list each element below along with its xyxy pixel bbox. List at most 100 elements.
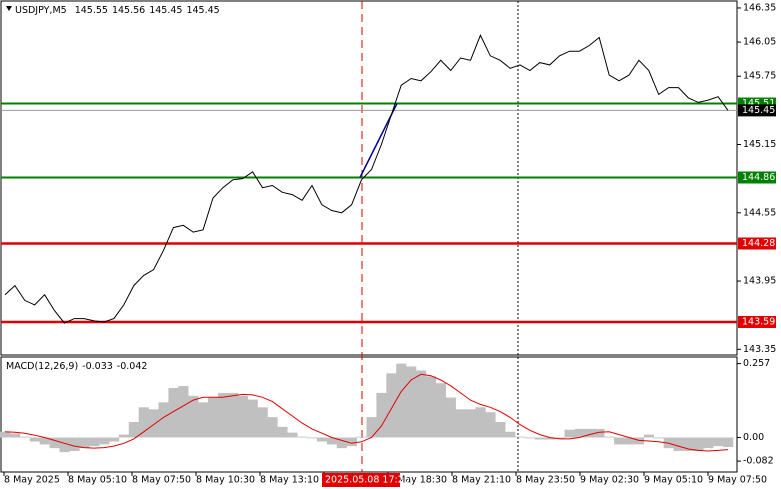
macd-bar: [49, 437, 60, 449]
macd-bar: [376, 392, 387, 438]
macd-bar: [346, 437, 357, 447]
x-tick-label: 8 May 10:30: [196, 475, 255, 486]
macd-bar: [336, 437, 347, 449]
macd-bar: [138, 407, 149, 438]
level-label-bg: [738, 316, 776, 329]
level-label-bg: [738, 171, 776, 184]
level-label: 143.59: [742, 317, 775, 328]
macd-bar: [356, 436, 367, 438]
level-label-bg: [738, 237, 776, 250]
macd-bar: [118, 434, 130, 438]
chart-header: USDJPY,M5 145.55 145.56 145.45 145.45: [15, 5, 220, 16]
macd-bar: [59, 437, 70, 453]
macd-bar: [277, 426, 288, 438]
macd-bar: [287, 432, 298, 438]
macd-bar: [653, 437, 664, 439]
macd-bar: [237, 395, 248, 438]
macd-bar: [713, 437, 724, 447]
macd-bar: [455, 409, 466, 438]
macd-bar: [594, 428, 605, 438]
x-tick-label: 8 May 18:30: [388, 475, 447, 486]
macd-bar: [524, 437, 536, 439]
macd-bar: [366, 417, 377, 438]
macd-bar: [445, 397, 456, 438]
macd-bar: [584, 428, 595, 438]
level-label: 145.51: [742, 98, 775, 109]
y-tick-label: 146.05: [743, 37, 776, 48]
y-tick-label: 143.95: [743, 276, 776, 287]
macd-bar: [554, 437, 565, 439]
macd-bar: [247, 399, 258, 438]
macd-bar: [633, 437, 645, 445]
macd-bar: [257, 407, 268, 438]
macd-bar: [495, 421, 506, 438]
last-price-label-bg: [738, 104, 776, 117]
macd-bar: [208, 397, 219, 438]
macd-bar: [643, 434, 655, 438]
crosshair-label: 2025.05.08 17:25: [325, 475, 410, 486]
y-tick-label: 144.55: [743, 207, 776, 218]
macd-bar: [534, 437, 546, 440]
macd-bar: [128, 421, 140, 438]
macd-bar: [307, 437, 318, 439]
y-tick-label: 143.35: [743, 344, 776, 355]
y-tick-label: 145.15: [743, 139, 776, 150]
macd-bar: [267, 417, 278, 438]
macd-bar: [178, 386, 189, 438]
header-icon: [6, 6, 12, 11]
macd-bar: [485, 412, 496, 438]
macd-bar: [425, 376, 437, 438]
macd-bar: [435, 383, 447, 438]
x-tick-label: 8 May 13:10: [260, 475, 319, 486]
macd-bar: [188, 395, 199, 438]
macd-bar: [297, 436, 308, 438]
macd-bar: [465, 409, 476, 438]
macd-bar: [723, 437, 734, 447]
macd-bar: [624, 437, 635, 445]
macd-bar: [79, 437, 90, 449]
x-tick-label: 8 May 21:10: [452, 475, 511, 486]
macd-title: MACD(12,26,9): [6, 361, 78, 372]
x-tick-label: 9 May 02:30: [580, 475, 639, 486]
macd-bar: [683, 437, 694, 452]
macd-bar: [168, 388, 179, 438]
last-price-label: 145.45: [742, 105, 775, 116]
macd-value: -0.042: [117, 361, 148, 372]
macd-bar: [69, 437, 80, 452]
y-tick-label: 0.00: [743, 432, 764, 443]
macd-bar: [198, 402, 209, 438]
x-tick-label: 9 May 07:50: [708, 475, 767, 486]
price-line: [4, 34, 729, 324]
macd-bar: [703, 437, 714, 449]
x-tick-label: 8 May 2025: [4, 475, 60, 486]
macd-bar: [158, 402, 169, 438]
x-tick-label: 8 May 23:50: [516, 475, 575, 486]
macd-bar: [227, 392, 239, 438]
macd-bar: [99, 437, 110, 445]
macd-bar: [148, 409, 159, 438]
macd-frame: [0, 356, 738, 473]
macd-bar: [614, 437, 625, 445]
macd-bar: [217, 392, 229, 438]
macd-bar: [505, 431, 516, 438]
ohlc-value: 145.56: [112, 5, 145, 16]
x-tick-label: 8 May 07:50: [132, 475, 191, 486]
macd-bar: [406, 366, 417, 438]
macd-value: -0.033: [82, 361, 113, 372]
macd-bar: [396, 363, 407, 438]
macd-bar: [9, 433, 21, 438]
ohlc-value: 145.45: [149, 5, 182, 16]
y-tick-label: 146.35: [743, 2, 776, 13]
macd-bar: [673, 437, 684, 452]
y-tick-label: -0.082: [743, 456, 774, 467]
macd-bar: [89, 437, 100, 447]
macd-bar: [316, 437, 328, 442]
chart-title: USDJPY,M5: [15, 5, 67, 16]
y-tick-label: 145.75: [743, 71, 776, 82]
macd-bar: [564, 429, 575, 438]
ohlc-value: 145.45: [186, 5, 219, 16]
macd-bar: [386, 373, 397, 438]
macd-bar: [416, 370, 427, 438]
